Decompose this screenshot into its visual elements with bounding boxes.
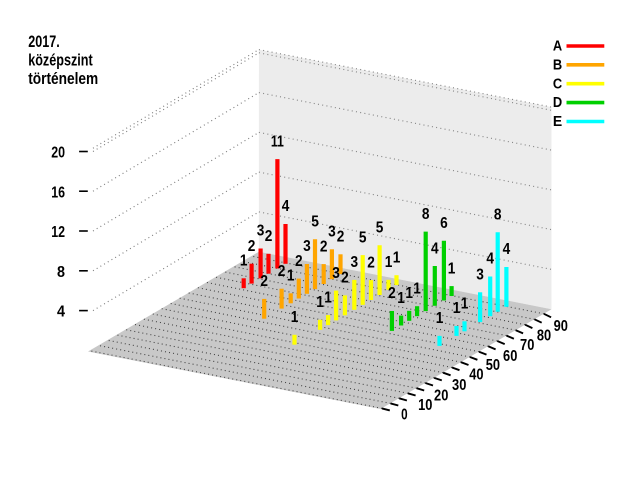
- svg-text:10: 10: [418, 397, 432, 414]
- svg-text:2: 2: [320, 238, 328, 255]
- svg-text:4: 4: [486, 251, 494, 268]
- svg-text:2: 2: [367, 254, 375, 271]
- svg-text:1: 1: [385, 254, 393, 271]
- svg-text:60: 60: [503, 348, 517, 365]
- svg-text:1: 1: [240, 253, 248, 270]
- svg-text:50: 50: [486, 357, 500, 374]
- svg-text:8: 8: [422, 206, 430, 223]
- svg-text:4: 4: [57, 304, 65, 321]
- svg-text:90: 90: [554, 318, 568, 335]
- svg-text:1: 1: [397, 290, 405, 307]
- svg-text:A: A: [553, 39, 563, 55]
- svg-text:1: 1: [316, 294, 324, 311]
- svg-text:3: 3: [303, 238, 311, 255]
- svg-text:11: 11: [271, 133, 284, 150]
- svg-text:B: B: [553, 57, 562, 73]
- svg-text:3: 3: [328, 224, 336, 241]
- svg-text:16: 16: [51, 184, 65, 201]
- svg-text:1: 1: [453, 300, 461, 317]
- svg-text:1: 1: [461, 296, 469, 313]
- svg-text:12: 12: [51, 224, 65, 241]
- svg-text:2: 2: [341, 270, 349, 287]
- svg-text:3: 3: [332, 265, 340, 282]
- svg-text:5: 5: [376, 220, 384, 237]
- svg-text:1: 1: [448, 260, 456, 277]
- svg-text:0: 0: [401, 407, 408, 424]
- svg-text:3: 3: [476, 267, 484, 284]
- svg-text:középszint: középszint: [28, 51, 93, 70]
- svg-text:2: 2: [248, 238, 256, 255]
- svg-text:E: E: [553, 114, 563, 130]
- svg-text:40: 40: [469, 366, 483, 383]
- svg-text:3: 3: [351, 254, 359, 271]
- svg-text:20: 20: [434, 388, 448, 405]
- svg-text:2: 2: [337, 229, 345, 246]
- svg-text:1: 1: [324, 289, 332, 306]
- svg-text:1: 1: [436, 310, 444, 327]
- svg-text:8: 8: [494, 207, 502, 224]
- svg-text:4: 4: [282, 198, 290, 215]
- svg-text:4: 4: [503, 241, 511, 258]
- svg-text:20: 20: [51, 145, 65, 162]
- svg-text:2017.: 2017.: [28, 32, 60, 51]
- svg-text:8: 8: [57, 264, 65, 281]
- svg-text:30: 30: [452, 377, 466, 394]
- svg-text:1: 1: [393, 249, 401, 266]
- svg-text:2: 2: [388, 285, 396, 302]
- svg-text:70: 70: [520, 337, 534, 354]
- svg-text:6: 6: [440, 215, 448, 232]
- svg-text:5: 5: [359, 229, 367, 246]
- svg-text:2: 2: [265, 228, 273, 245]
- svg-text:80: 80: [537, 328, 551, 345]
- svg-text:3: 3: [257, 223, 265, 240]
- svg-text:2: 2: [260, 273, 268, 290]
- svg-text:5: 5: [311, 214, 319, 231]
- svg-text:1: 1: [287, 268, 295, 285]
- svg-text:D: D: [553, 95, 562, 111]
- svg-text:1: 1: [405, 285, 413, 302]
- svg-text:2: 2: [295, 253, 303, 270]
- svg-text:4: 4: [431, 240, 439, 257]
- svg-text:2: 2: [278, 263, 286, 280]
- svg-text:C: C: [553, 76, 562, 92]
- svg-text:történelem: történelem: [28, 69, 98, 88]
- svg-text:1: 1: [413, 280, 421, 297]
- svg-text:1: 1: [291, 309, 299, 326]
